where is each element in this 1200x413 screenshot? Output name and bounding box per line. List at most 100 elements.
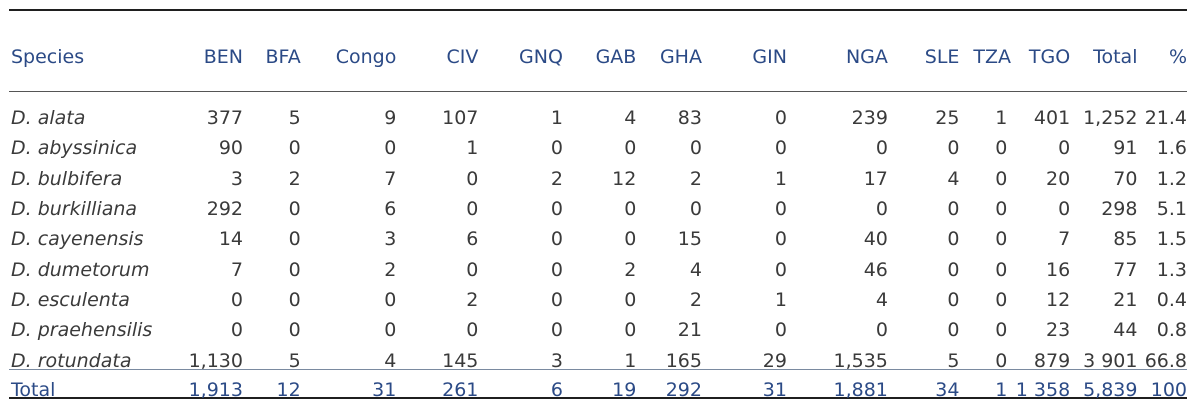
column-header: Congo	[335, 46, 397, 68]
count-cell: 90	[218, 137, 243, 160]
count-cell: 0	[624, 137, 637, 160]
count-cell: 0	[624, 228, 637, 251]
column-header: GIN	[752, 46, 787, 68]
count-cell: 0	[288, 198, 301, 221]
count-cell: 0	[550, 288, 563, 311]
count-cell: 0	[774, 258, 787, 281]
count-cell: 0	[550, 319, 563, 342]
bottom-rule	[9, 397, 1187, 399]
column-header: NGA	[845, 46, 888, 68]
table-row: D. bulbifera 3 2 7 0 2 12 2 1 17 4 0 20 70 1.2	[9, 164, 1187, 194]
count-cell: 0	[995, 137, 1008, 160]
count-cell: 0	[947, 319, 960, 342]
species-name-cell: D. burkilliana	[11, 198, 138, 221]
count-cell: 2	[624, 258, 637, 281]
count-cell: 1	[550, 107, 563, 130]
count-cell: 3	[384, 228, 397, 251]
count-cell: 0	[1058, 137, 1071, 160]
species-name-cell: D. rotundata	[11, 349, 132, 372]
count-cell: 0	[550, 258, 563, 281]
count-cell: 12	[612, 167, 637, 190]
count-cell: 0	[288, 228, 301, 251]
count-cell: 0	[774, 107, 787, 130]
count-cell: 0	[288, 258, 301, 281]
table-row: D. alata 377 5 9 107 1 4 83 0 239 25 1 401 1,252 21.4	[9, 103, 1187, 133]
species-name-cell: D. praehensilis	[11, 319, 153, 342]
table-row: D. dumetorum 7 0 2 0 0 2 4 0 46 0 0 16 77 1.3	[9, 254, 1187, 284]
total-value-cell: 100	[1150, 378, 1187, 401]
count-cell: 1,535	[833, 349, 888, 372]
count-cell: 1,252	[1083, 107, 1138, 130]
column-header: GHA	[659, 46, 702, 68]
count-cell: 2	[550, 167, 563, 190]
count-cell: 70	[1113, 167, 1138, 190]
count-cell: 239	[851, 107, 888, 130]
total-value-cell: 34	[935, 378, 960, 401]
count-cell: 2	[689, 167, 702, 190]
count-cell: 91	[1113, 137, 1138, 160]
table-row: D. esculenta 0 0 0 2 0 0 2 1 4 0 0 12 21 0.4	[9, 285, 1187, 315]
table-row: D. praehensilis 0 0 0 0 0 0 21 0 0 0 0 23 44 0.8	[9, 315, 1187, 345]
count-cell: 0.4	[1156, 288, 1187, 311]
count-cell: 1	[624, 349, 637, 372]
count-cell: 0	[995, 319, 1008, 342]
count-cell: 0	[995, 258, 1008, 281]
total-value-cell: 31	[372, 378, 397, 401]
count-cell: 0	[689, 137, 702, 160]
count-cell: 0	[550, 228, 563, 251]
count-cell: 21.4	[1144, 107, 1187, 130]
count-cell: 5	[288, 349, 301, 372]
species-name-cell: D. dumetorum	[11, 258, 150, 281]
count-cell: 1	[774, 288, 787, 311]
total-value-cell: 1,913	[188, 378, 243, 401]
count-cell: 5.1	[1156, 198, 1187, 221]
table-body: D. alata 377 5 9 107 1 4 83 0 239 25 1 401 1,252 21.4 D…	[9, 97, 1187, 376]
count-cell: 165	[665, 349, 702, 372]
count-cell: 20	[1045, 167, 1071, 190]
count-cell: 3	[230, 167, 243, 190]
count-cell: 1	[466, 137, 479, 160]
count-cell: 25	[935, 107, 960, 130]
count-cell: 0	[774, 228, 787, 251]
count-cell: 2	[466, 288, 479, 311]
total-row: Total 1,913 12 31 261 6 19 292 31 1,881 34 1 1 358 5,…	[9, 376, 1187, 404]
species-name-cell: D. abyssinica	[11, 137, 138, 160]
count-cell: 0	[774, 319, 787, 342]
count-cell: 6	[466, 228, 479, 251]
count-cell: 377	[206, 107, 243, 130]
column-header: %	[1168, 46, 1187, 68]
count-cell: 5	[947, 349, 960, 372]
count-cell: 0	[947, 198, 960, 221]
count-cell: 83	[677, 107, 702, 130]
count-cell: 0	[384, 137, 397, 160]
count-cell: 0	[774, 198, 787, 221]
count-cell: 4	[624, 107, 637, 130]
count-cell: 1.5	[1156, 228, 1187, 251]
column-header: Species	[11, 46, 85, 68]
count-cell: 298	[1101, 198, 1138, 221]
count-cell: 7	[1058, 228, 1071, 251]
table-row: D. cayenensis 14 0 3 6 0 0 15 0 40 0 0 7 85 1.5	[9, 224, 1187, 254]
count-cell: 0	[947, 288, 960, 311]
count-cell: 9	[384, 107, 397, 130]
count-cell: 4	[947, 167, 960, 190]
count-cell: 0	[550, 198, 563, 221]
count-cell: 0	[466, 319, 479, 342]
table-row: D. abyssinica 90 0 0 1 0 0 0 0 0 0 0 0 91 1.6	[9, 133, 1187, 163]
count-cell: 0	[384, 288, 397, 311]
count-cell: 2	[689, 288, 702, 311]
column-header: TGO	[1028, 46, 1071, 68]
count-cell: 0	[466, 167, 479, 190]
count-cell: 0	[384, 319, 397, 342]
count-cell: 6	[384, 198, 397, 221]
table-row: D. burkilliana 292 0 6 0 0 0 0 0 0 0 0 0 298 5.1	[9, 194, 1187, 224]
count-cell: 107	[442, 107, 479, 130]
count-cell: 1.2	[1156, 167, 1187, 190]
count-cell: 7	[384, 167, 397, 190]
count-cell: 40	[863, 228, 888, 251]
column-header: SLE	[924, 46, 960, 68]
count-cell: 21	[1113, 288, 1138, 311]
count-cell: 85	[1113, 228, 1138, 251]
count-cell: 5	[288, 107, 301, 130]
